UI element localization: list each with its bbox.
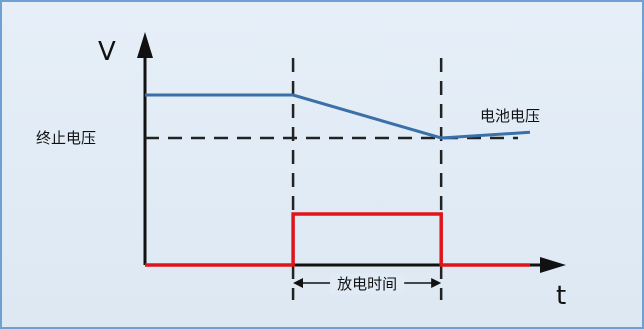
discharge-time-label-bg [330, 274, 405, 294]
y-axis-symbol: V [98, 37, 116, 67]
x-axis-symbol: t [556, 281, 566, 311]
battery-voltage-line [145, 93, 531, 140]
discharge-time-label: 放电时间 [337, 275, 397, 293]
x-axis-arrow-icon [540, 257, 566, 273]
discharge-current-line [145, 212, 530, 267]
battery-voltage-label: 电池电压 [480, 107, 540, 125]
y-axis-arrow-icon [137, 32, 153, 58]
cutoff-voltage-label: 终止电压 [36, 129, 96, 147]
